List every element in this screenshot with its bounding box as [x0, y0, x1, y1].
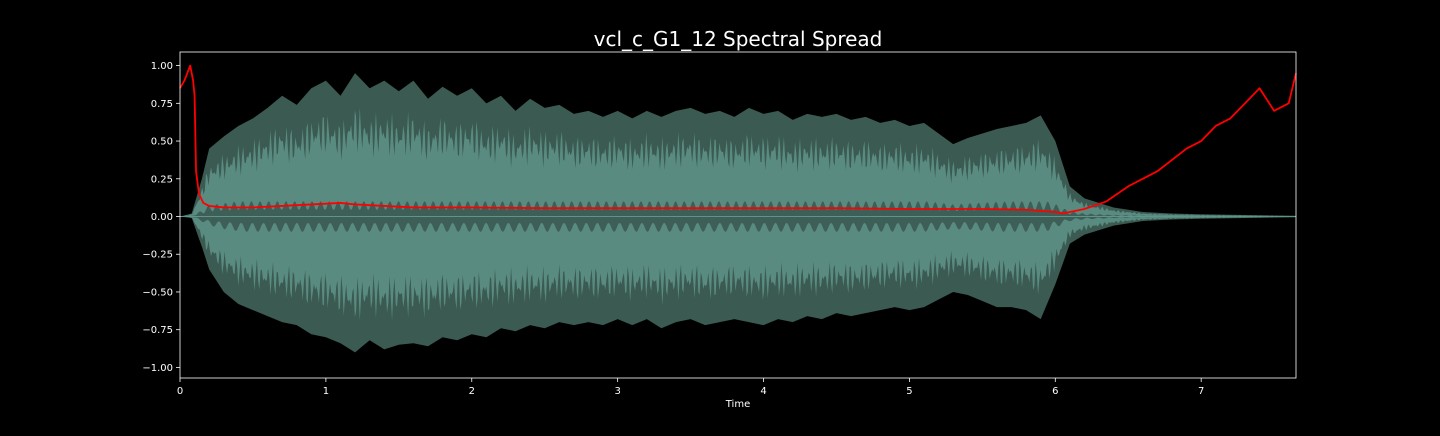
- x-tick-label: 4: [760, 386, 766, 397]
- plot-frame: [179, 51, 1297, 379]
- y-tick-label: 0.00: [151, 212, 173, 223]
- x-tick-label: 0: [177, 386, 183, 397]
- y-tick-label: 0.75: [151, 99, 173, 110]
- x-tick-label: 1: [323, 386, 329, 397]
- y-axis: 1.00 0.75 0.50 0.25 0.00 −0.25 −0.50 −0.75 −1.00: [142, 61, 180, 374]
- x-axis: 0 1 2 3 4 5 6 7: [177, 378, 1204, 397]
- chart-title: vcl_c_G1_12 Spectral Spread: [594, 27, 883, 51]
- y-tick-label: −0.25: [142, 250, 173, 261]
- y-tick-label: 0.25: [151, 174, 173, 185]
- y-tick-label: −0.75: [142, 325, 173, 336]
- x-tick-label: 7: [1198, 386, 1204, 397]
- x-tick-label: 6: [1052, 386, 1058, 397]
- spectral-spread-line: [179, 64, 1297, 215]
- y-tick-label: 0.50: [151, 137, 173, 148]
- x-tick-label: 5: [906, 386, 912, 397]
- y-tick-label: −1.00: [142, 363, 173, 374]
- y-tick-label: 1.00: [151, 61, 173, 72]
- plot-area: [179, 64, 1297, 353]
- y-tick-label: −0.50: [142, 287, 173, 298]
- x-tick-label: 3: [614, 386, 620, 397]
- x-tick-label: 2: [469, 386, 475, 397]
- x-axis-label: Time: [725, 399, 750, 410]
